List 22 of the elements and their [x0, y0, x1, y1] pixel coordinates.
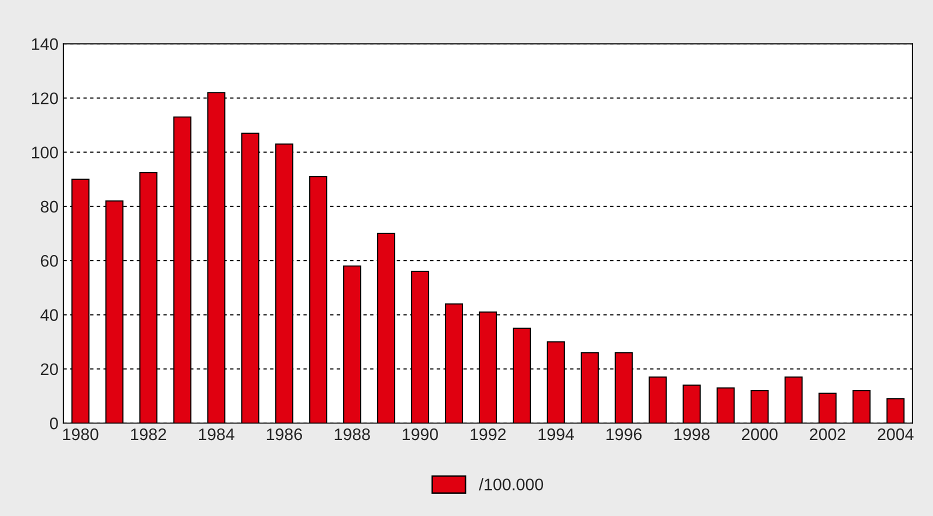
y-tick-label: 0	[50, 418, 58, 430]
x-tick-label: 1982	[131, 428, 166, 440]
y-tick-label: 80	[40, 200, 58, 213]
x-tick-label: 2000	[742, 428, 778, 440]
legend-label: /100.000	[478, 478, 544, 490]
y-tick-label: 120	[32, 92, 58, 104]
x-tick-label: 2004	[878, 428, 914, 440]
x-tick-label: 1992	[470, 428, 506, 440]
x-tick-label: 1990	[402, 428, 438, 440]
x-tick-label: 1998	[674, 428, 710, 440]
x-tick-label: 1980	[63, 428, 98, 440]
x-tick-label: 1994	[538, 428, 574, 440]
x-tick-label: 1984	[199, 428, 234, 440]
y-tick-label: 40	[40, 309, 58, 321]
y-tick-label: 140	[32, 38, 58, 50]
x-tick-label: 1986	[266, 428, 302, 440]
y-tick-label: 100	[32, 146, 58, 158]
y-tick-label: 60	[40, 254, 58, 267]
y-tick-label: 20	[40, 363, 58, 376]
x-tick-label: 1988	[334, 428, 370, 440]
x-tick-label: 2002	[810, 428, 846, 440]
x-tick-label: 1996	[606, 428, 642, 440]
